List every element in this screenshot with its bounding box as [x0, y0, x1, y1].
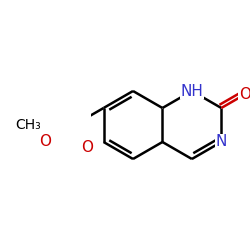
Text: O: O	[239, 87, 250, 102]
Text: O: O	[81, 140, 93, 154]
Text: CH₃: CH₃	[15, 118, 41, 132]
Text: N: N	[216, 134, 227, 150]
Text: O: O	[39, 134, 51, 150]
Text: NH: NH	[180, 84, 203, 98]
